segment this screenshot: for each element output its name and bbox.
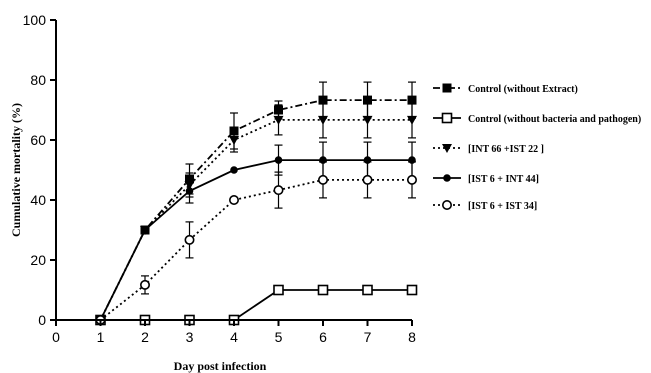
legend-label: Control (without bacteria and pathogen)	[468, 114, 641, 125]
data-point	[273, 115, 284, 125]
x-tick-label: 1	[97, 329, 105, 345]
data-point	[274, 156, 283, 164]
legend-marker	[441, 200, 452, 211]
legend-marker	[442, 144, 452, 153]
x-tick-label: 8	[408, 329, 416, 345]
data-point	[273, 185, 284, 196]
data-point	[185, 187, 194, 195]
legend-item-2: Control (without bacteria and pathogen)	[433, 112, 641, 125]
y-tick-label: 40	[30, 192, 46, 208]
x-tick-label: 5	[275, 329, 283, 345]
y-tick-label: 0	[38, 312, 46, 328]
y-tick-label: 100	[23, 12, 47, 28]
data-point	[229, 136, 239, 145]
data-point	[140, 279, 151, 290]
data-point	[229, 195, 240, 206]
y-tick-label: 60	[30, 132, 46, 148]
series-2	[95, 284, 418, 326]
x-tick-label: 0	[52, 329, 60, 345]
y-tick-label: 20	[30, 252, 46, 268]
data-point	[184, 234, 195, 245]
data-point	[318, 95, 328, 105]
x-tick-label: 4	[230, 329, 238, 345]
data-point	[406, 284, 418, 296]
data-point	[141, 226, 149, 234]
x-tick-label: 6	[319, 329, 327, 345]
legend-item-4: [IST 6 + INT 44]	[433, 174, 539, 185]
legend-item-1: Control (without Extract)	[433, 83, 578, 95]
data-point	[363, 95, 372, 105]
axes: 0 20 40 60 80 100 0 1 2 3 4 5 6 7 8	[23, 12, 416, 345]
series-4	[96, 141, 416, 324]
series-line	[99, 159, 412, 321]
x-tick-label: 3	[186, 329, 194, 345]
data-point	[362, 284, 373, 296]
data-point	[362, 115, 373, 125]
data-point	[230, 166, 238, 174]
x-axis-label: Day post infection	[174, 359, 267, 373]
x-tick-label: 2	[141, 329, 149, 345]
legend-item-5: [IST 6 + IST 34]	[433, 200, 537, 212]
y-tick-label: 80	[30, 72, 46, 88]
legend-marker	[442, 83, 452, 93]
data-point	[407, 115, 417, 125]
data-point	[362, 174, 373, 185]
data-point	[318, 115, 328, 125]
data-point	[407, 95, 417, 105]
x-tick-label: 7	[364, 329, 372, 345]
data-point	[317, 284, 329, 296]
legend: Control (without Extract) Control (withou…	[433, 83, 641, 212]
data-point	[273, 284, 284, 296]
legend-item-3: [INT 66 +IST 22 ]	[433, 144, 544, 155]
data-point	[317, 174, 328, 185]
legend-label: [IST 6 + IST 34]	[468, 201, 537, 212]
series-5	[95, 161, 417, 325]
legend-marker	[441, 112, 453, 124]
data-point	[406, 174, 417, 185]
legend-marker	[443, 174, 451, 182]
plot-area	[95, 81, 418, 326]
series-line	[99, 178, 412, 321]
y-axis-label: Cumulative mortality (%)	[9, 103, 23, 237]
legend-label: [INT 66 +IST 22 ]	[468, 144, 544, 155]
legend-label: [IST 6 + INT 44]	[468, 174, 539, 185]
legend-label: Control (without Extract)	[468, 84, 578, 95]
